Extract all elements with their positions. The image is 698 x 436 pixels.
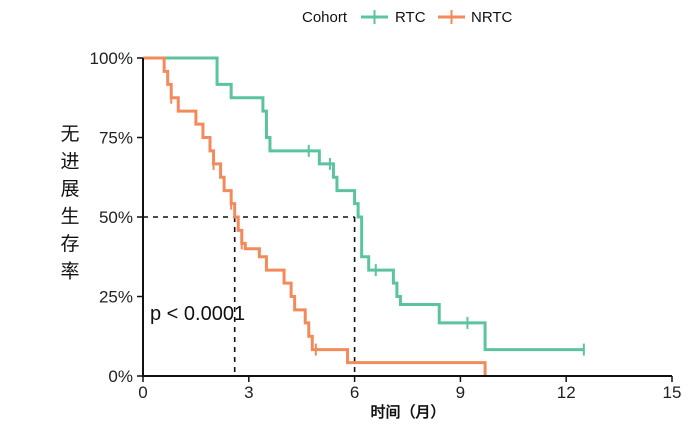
y-axis-title-char: 率 <box>60 261 79 283</box>
x-tick-label: 15 <box>663 383 682 402</box>
y-axis-ticks: 0% 25% 50% 75% 100% <box>90 49 143 386</box>
y-axis-title-char: 进 <box>60 151 79 173</box>
survival-curve-rtc <box>143 56 584 352</box>
legend: Cohort RTC NRTC <box>302 9 513 26</box>
x-tick-label: 0 <box>138 383 147 402</box>
y-tick-label: 0% <box>108 367 133 386</box>
y-tick-label: 50% <box>99 208 133 227</box>
survival-curves <box>143 56 584 376</box>
x-axis-ticks: 0 3 6 9 12 15 <box>138 376 681 402</box>
x-tick-label: 12 <box>557 383 576 402</box>
x-tick-label: 6 <box>350 383 359 402</box>
x-tick-label: 9 <box>456 383 465 402</box>
p-value-annotation: p < 0.0001 <box>150 303 245 325</box>
legend-label-nrtc: NRTC <box>471 9 513 26</box>
survival-curve-nrtc <box>143 56 487 376</box>
y-tick-label: 100% <box>90 49 133 68</box>
y-axis-title-char: 存 <box>60 233 79 255</box>
y-axis-title: 无进展生存率 <box>60 123 79 283</box>
y-axis-title-char: 生 <box>60 206 79 228</box>
y-tick-label: 25% <box>99 288 133 307</box>
legend-title: Cohort <box>302 9 348 26</box>
x-axis-title: 时间（月） <box>370 403 445 421</box>
y-axis-title-char: 展 <box>60 178 79 200</box>
x-tick-label: 3 <box>244 383 253 402</box>
legend-label-rtc: RTC <box>395 9 426 26</box>
y-tick-label: 75% <box>99 129 133 148</box>
censor-marks <box>170 91 585 356</box>
median-reference-lines <box>143 216 356 376</box>
y-axis-title-char: 无 <box>60 123 79 145</box>
